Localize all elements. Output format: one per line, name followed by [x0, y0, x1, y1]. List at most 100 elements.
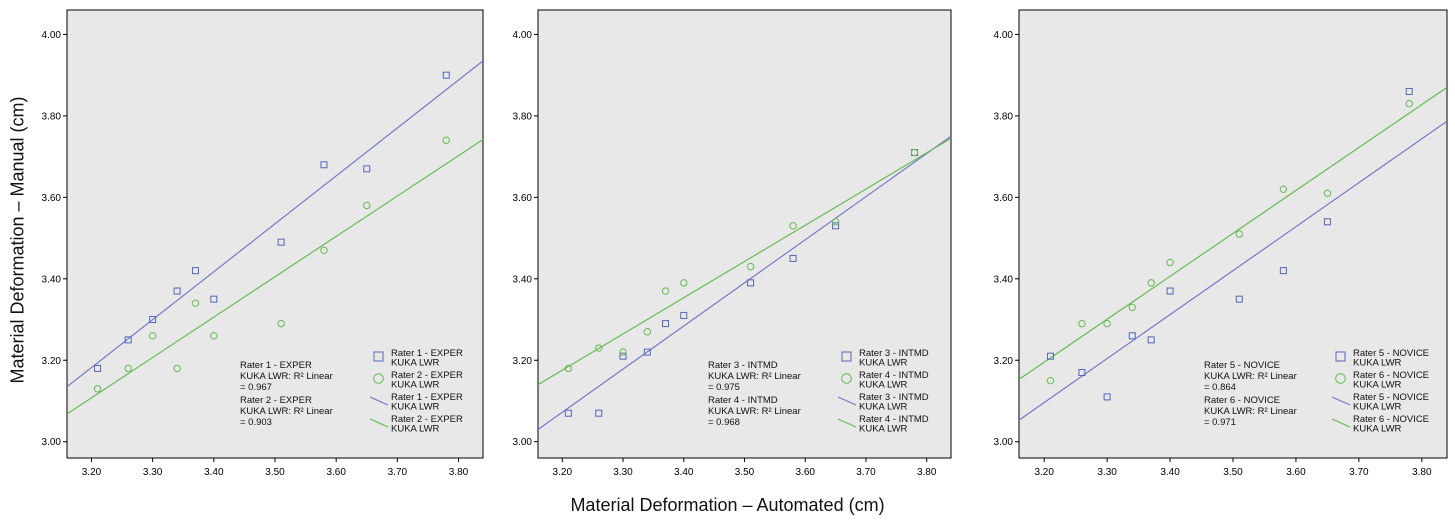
- y-tick-label: 3.60: [994, 193, 1014, 204]
- legend-label: Rater 1 - EXPER: [391, 392, 463, 403]
- legend-label: Rater 3 - INTMD: [859, 348, 929, 359]
- data-point-square: [1279, 267, 1287, 275]
- legend-label: Rater 5 - NOVICE: [1353, 392, 1429, 403]
- x-tick-label: 3.60: [326, 467, 346, 478]
- legend-line-icon: [1331, 418, 1351, 428]
- y-tick-label: 3.00: [42, 437, 62, 448]
- y-tick-label: 3.60: [42, 193, 62, 204]
- plot-area: [66, 9, 484, 459]
- x-tick-label: 3.20: [553, 467, 573, 478]
- data-point-circle: [173, 364, 181, 373]
- legend-label: KUKA LWR: [859, 402, 908, 413]
- data-point-square: [363, 165, 371, 173]
- y-tick-label: 3.20: [42, 356, 62, 367]
- legend-line-icon: [837, 396, 857, 406]
- legend-circle-icon: [1335, 373, 1346, 384]
- legend-circle-icon: [373, 373, 384, 384]
- data-point-square: [1323, 218, 1331, 226]
- fit-line: [1019, 120, 1447, 421]
- r2-annotation-text: KUKA LWR: R² Linear: [708, 371, 801, 382]
- data-point-circle: [320, 246, 328, 254]
- data-point-square: [680, 311, 688, 319]
- data-point-square: [94, 364, 102, 372]
- x-tick-label: 3.40: [1160, 467, 1180, 478]
- r2-annotation-text: Rater 6 - NOVICE: [1204, 395, 1280, 406]
- r2-annotation-text: KUKA LWR: R² Linear: [240, 371, 333, 382]
- legend-label: Rater 6 - NOVICE: [1353, 414, 1429, 425]
- data-point-square: [662, 320, 670, 328]
- data-point-circle: [1235, 230, 1243, 238]
- data-point-circle: [643, 328, 652, 336]
- r2-annotation-text: = 0.971: [1204, 417, 1236, 428]
- data-point-circle: [1128, 303, 1136, 312]
- data-point-circle: [363, 201, 371, 210]
- data-point-square: [1235, 295, 1243, 303]
- y-tick-label: 3.20: [994, 356, 1014, 367]
- x-tick-label: 3.80: [917, 467, 937, 478]
- y-tick-label: 3.00: [513, 437, 533, 448]
- y-tick-label: 3.80: [994, 111, 1014, 122]
- x-tick-label: 3.30: [613, 467, 633, 478]
- legend-label: KUKA LWR: [391, 402, 440, 413]
- legend-square-icon: [841, 351, 852, 362]
- r2-annotation-text: Rater 2 - EXPER: [240, 395, 312, 406]
- legend-label: Rater 2 - EXPER: [391, 414, 463, 425]
- y-tick-label: 4.00: [42, 30, 62, 41]
- r2-annotation-text: = 0.968: [708, 417, 740, 428]
- legend-label: KUKA LWR: [391, 380, 440, 391]
- scatter-chart-panel-2: 3.00 3.20 3.40 3.60 3.80 4.00 3.20 3.30 3.40 3.50…: [513, 9, 952, 478]
- data-point-circle: [564, 364, 573, 373]
- y-tick-label: 3.00: [994, 437, 1014, 448]
- x-tick-label: 3.30: [1097, 467, 1117, 478]
- legend-label: KUKA LWR: [859, 380, 908, 391]
- data-point-circle: [277, 319, 285, 328]
- data-point-square: [564, 409, 572, 417]
- r2-annotation-text: Rater 1 - EXPER: [240, 360, 312, 371]
- legend-label: KUKA LWR: [1353, 358, 1402, 369]
- data-point-square: [1046, 352, 1054, 360]
- data-point-circle: [1323, 189, 1332, 197]
- data-point-circle: [148, 332, 157, 340]
- data-point-square: [173, 287, 181, 295]
- r2-annotation-text: Rater 5 - NOVICE: [1204, 360, 1280, 371]
- legend-line-icon: [837, 418, 857, 428]
- data-point-square: [1103, 393, 1111, 401]
- legend-label: KUKA LWR: [859, 358, 908, 369]
- fit-line: [1019, 86, 1447, 380]
- r2-annotation-text: KUKA LWR: R² Linear: [240, 406, 333, 417]
- data-point-circle: [619, 348, 627, 356]
- legend-label: KUKA LWR: [1353, 424, 1402, 435]
- data-point-square: [595, 409, 603, 417]
- data-point-circle: [1046, 376, 1055, 385]
- x-tick-label: 3.50: [265, 467, 285, 478]
- x-tick-label: 3.60: [796, 467, 816, 478]
- data-point-square: [619, 352, 627, 360]
- r2-annotation-text: = 0.975: [708, 382, 740, 393]
- data-point-circle: [1279, 185, 1288, 193]
- legend-square-icon: [1335, 351, 1346, 362]
- data-point-square: [643, 348, 651, 356]
- x-tick-label: 3.60: [1286, 467, 1306, 478]
- legend-label: Rater 2 - EXPER: [391, 370, 463, 381]
- legend-label: Rater 1 - EXPER: [391, 348, 463, 359]
- r2-annotation-text: Rater 4 - INTMD: [708, 395, 778, 406]
- x-axis-label: Material Deformation – Automated (cm): [570, 495, 885, 515]
- x-tick-label: 3.40: [674, 467, 694, 478]
- y-tick-label: 4.00: [513, 30, 533, 41]
- x-tick-label: 3.70: [1349, 467, 1369, 478]
- data-point-circle: [124, 364, 132, 373]
- data-point-square: [124, 336, 132, 344]
- data-point-circle: [680, 279, 688, 287]
- y-tick-label: 4.00: [994, 30, 1014, 41]
- legend-label: Rater 6 - NOVICE: [1353, 370, 1429, 381]
- x-tick-label: 3.80: [449, 467, 469, 478]
- data-point-square: [1078, 368, 1086, 376]
- x-tick-label: 3.50: [1223, 467, 1243, 478]
- data-point-square: [789, 254, 797, 262]
- x-tick-label: 3.80: [1412, 467, 1432, 478]
- legend-label: KUKA LWR: [1353, 380, 1402, 391]
- data-point-circle: [831, 218, 840, 226]
- scatter-chart-panel-3: 3.00 3.20 3.40 3.60 3.80 4.00 3.20 3.30 3.40 3.50…: [994, 9, 1448, 478]
- data-point-circle: [789, 222, 797, 230]
- legend-line-icon: [369, 418, 389, 428]
